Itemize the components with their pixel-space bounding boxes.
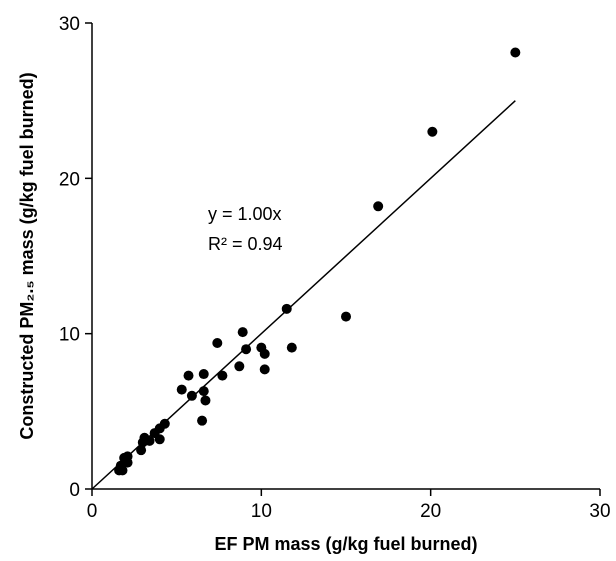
scatter-point: [234, 361, 245, 372]
scatter-point: [259, 364, 270, 375]
scatter-point: [241, 344, 252, 355]
scatter-point: [237, 327, 248, 338]
y-tick-label: 10: [59, 325, 80, 346]
scatter-point: [186, 390, 197, 401]
scatter-point: [183, 370, 194, 381]
y-tick-label: 30: [59, 14, 80, 35]
x-tick-label: 20: [420, 501, 441, 522]
y-tick-label: 0: [69, 480, 80, 501]
x-tick-label: 10: [251, 501, 272, 522]
scatter-point: [212, 337, 223, 348]
scatter-point: [198, 369, 209, 380]
scatter-point: [259, 348, 270, 359]
scatter-point: [510, 47, 521, 58]
scatter-point: [373, 201, 384, 212]
scatter-point: [176, 384, 187, 395]
x-tick-label: 0: [87, 501, 98, 522]
scatter-point: [286, 342, 297, 353]
scatter-point: [281, 303, 292, 314]
scatter-point: [200, 395, 211, 406]
scatter-point: [341, 311, 351, 322]
scatter-point: [154, 434, 165, 445]
scatter-point: [217, 370, 228, 381]
scatter-point: [117, 465, 128, 476]
scatter-point: [136, 445, 147, 456]
scatter-point: [139, 432, 150, 443]
y-tick-label: 20: [59, 169, 80, 190]
r-squared-annotation: R² = 0.94: [208, 234, 283, 254]
scatter-point: [198, 386, 209, 397]
equation-annotation: y = 1.00x: [208, 204, 282, 224]
x-axis-title: EF PM mass (g/kg fuel burned): [214, 534, 477, 554]
scatter-point: [197, 415, 208, 426]
scatter-point: [427, 126, 438, 137]
y-axis-title: Constructed PM₂.₅ mass (g/kg fuel burned…: [17, 72, 37, 439]
x-tick-label: 30: [589, 501, 610, 522]
